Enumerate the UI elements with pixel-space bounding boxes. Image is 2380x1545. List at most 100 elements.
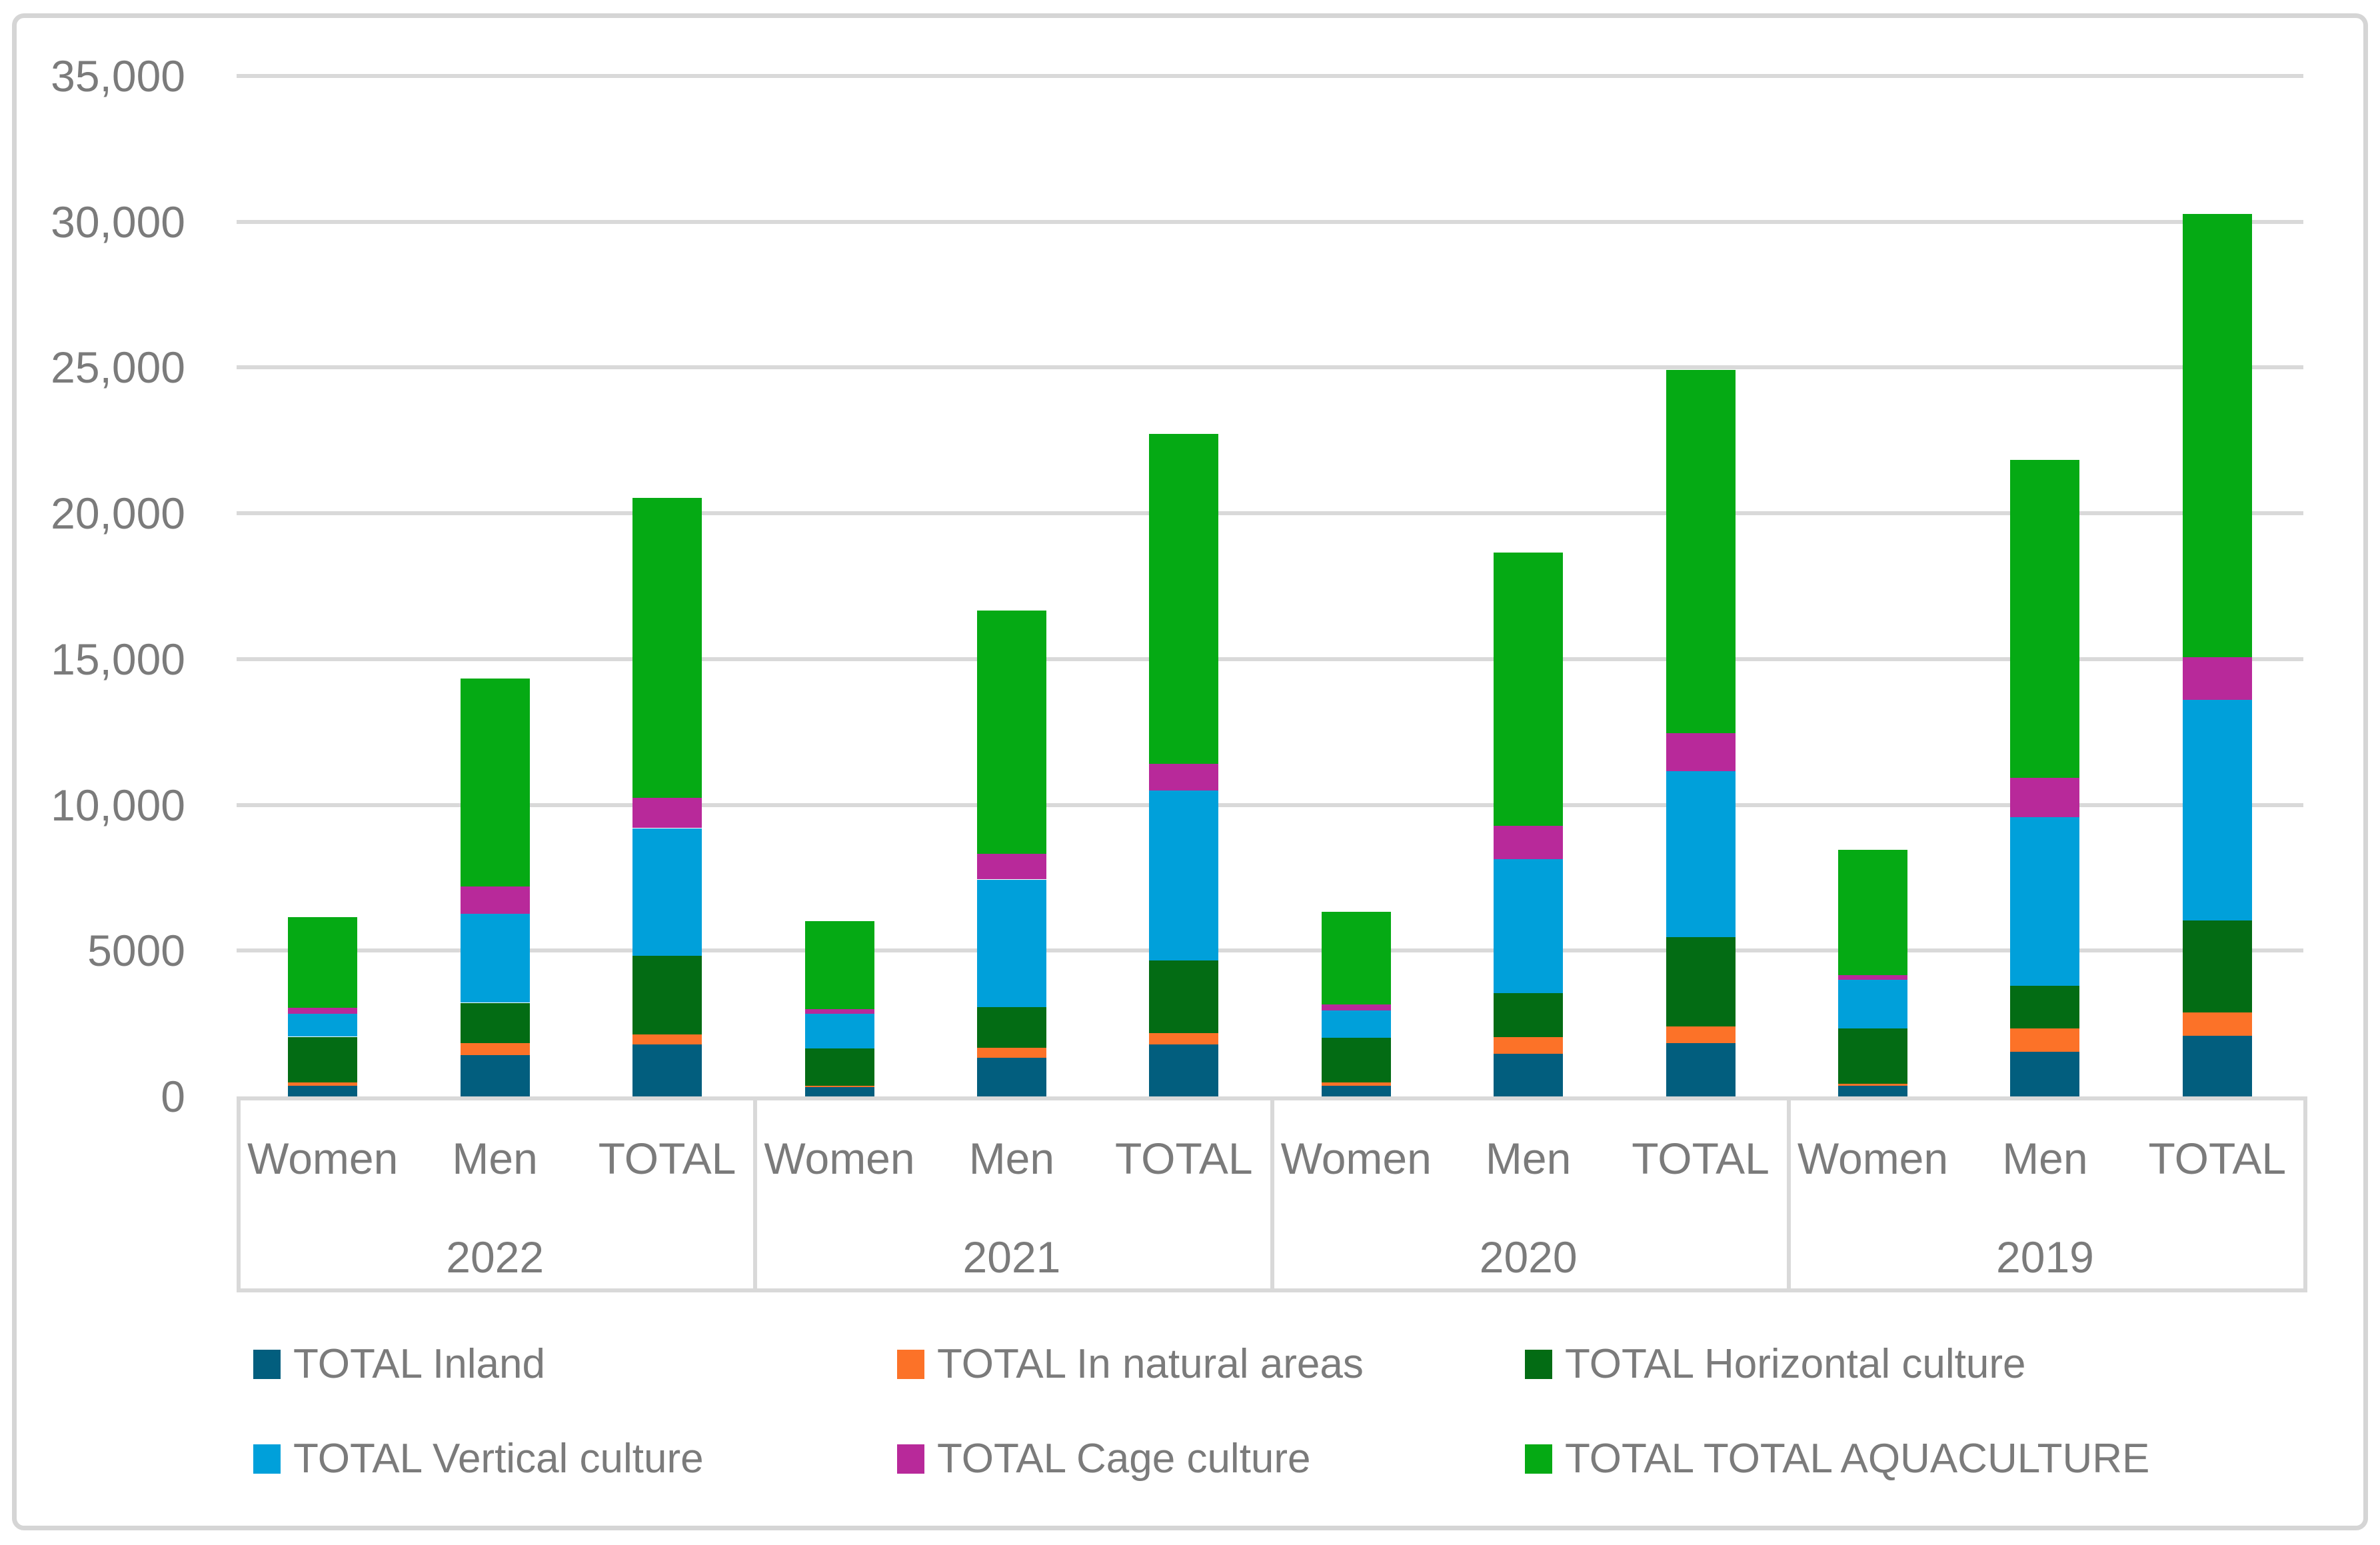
bar-segment — [1149, 764, 1219, 791]
bar-segment — [1494, 858, 1564, 993]
legend-item: TOTAL Vertical culture — [253, 1432, 704, 1486]
bar-segment — [2182, 1036, 2252, 1096]
bar-segment — [460, 1043, 530, 1055]
bar-segment — [460, 1054, 530, 1096]
bar-segment — [2010, 1051, 2080, 1096]
x-axis-group-separator — [1786, 1096, 1791, 1292]
bar-segment — [1149, 1032, 1219, 1044]
legend-item: TOTAL Cage culture — [897, 1432, 1311, 1486]
bar-segment — [804, 1048, 874, 1086]
bar-segment — [1494, 1054, 1564, 1096]
bar-segment — [804, 921, 874, 1009]
bar-segment — [1666, 1043, 1736, 1096]
bar-segment — [2182, 1012, 2252, 1036]
bar-segment — [288, 1085, 358, 1096]
bar-segment — [460, 886, 530, 914]
bar-segment — [632, 498, 702, 798]
chart-outer-border — [12, 13, 2368, 1530]
bar-segment — [1321, 911, 1391, 1004]
x-axis-group-separator — [2303, 1096, 2307, 1292]
legend-label: TOTAL Horizontal culture — [1565, 1341, 2026, 1387]
bar-segment — [1838, 975, 1907, 980]
bar-segment — [1494, 826, 1564, 859]
legend-label: TOTAL Cage culture — [937, 1436, 1311, 1482]
bar-segment — [2182, 920, 2252, 1012]
x-axis-category-label: Women — [1280, 1134, 1432, 1183]
bar-segment — [1321, 1085, 1391, 1096]
bar-segment — [632, 828, 702, 956]
gridline — [237, 802, 2303, 807]
x-axis-category-label: TOTAL — [1632, 1134, 1770, 1183]
y-axis-tick-label: 25,000 — [51, 343, 185, 393]
x-axis-category-label: Women — [1797, 1134, 1949, 1183]
legend-swatch-natural-areas — [897, 1350, 924, 1379]
y-axis-tick-label: 10,000 — [51, 780, 185, 830]
gridline — [237, 657, 2303, 661]
gridline — [237, 511, 2303, 515]
legend-item: TOTAL TOTAL AQUACULTURE — [1525, 1432, 2149, 1486]
bar-segment — [1666, 771, 1736, 937]
bar-segment — [976, 854, 1046, 880]
bar-segment — [1838, 1086, 1907, 1096]
bar-segment — [2010, 778, 2080, 818]
gridline — [237, 948, 2303, 953]
bar-segment — [1838, 1084, 1907, 1086]
bar-segment — [1838, 1028, 1907, 1084]
legend-item: TOTAL Inland — [253, 1338, 545, 1391]
bar-segment — [1494, 992, 1564, 1037]
x-axis-category-label: TOTAL — [2148, 1134, 2287, 1183]
bar-segment — [1321, 1010, 1391, 1038]
x-axis-category-label: Men — [1485, 1134, 1572, 1183]
legend-swatch-cage-culture — [897, 1444, 924, 1474]
bar-segment — [288, 917, 358, 1008]
legend-label: TOTAL Vertical culture — [293, 1436, 704, 1482]
x-axis-group-separator — [753, 1096, 758, 1292]
y-axis-tick-label: 0 — [161, 1072, 185, 1121]
x-axis-category-label: Women — [764, 1134, 915, 1183]
bar-segment — [460, 914, 530, 1003]
bar-segment — [632, 955, 702, 1035]
bar-segment — [1838, 979, 1907, 1028]
legend-item: TOTAL In natural areas — [897, 1338, 1364, 1391]
bar-segment — [976, 610, 1046, 854]
bar-segment — [2182, 700, 2252, 920]
legend-label: TOTAL In natural areas — [937, 1341, 1364, 1387]
bar-segment — [1321, 1004, 1391, 1010]
bar-segment — [1494, 1036, 1564, 1054]
bar-segment — [1149, 790, 1219, 960]
y-axis-tick-label: 35,000 — [51, 51, 185, 101]
y-axis-tick-label: 20,000 — [51, 489, 185, 538]
bar-segment — [1838, 850, 1907, 976]
x-axis-year-label: 2022 — [446, 1232, 545, 1282]
bar-segment — [2182, 657, 2252, 701]
legend-swatch-total-aquaculture — [1525, 1444, 1552, 1474]
bar-segment — [1149, 1044, 1219, 1096]
bar-segment — [1321, 1038, 1391, 1082]
bar-segment — [804, 1086, 874, 1087]
bar-segment — [804, 1009, 874, 1014]
bar-segment — [976, 1006, 1046, 1048]
y-axis-tick-label: 5000 — [87, 926, 185, 976]
bar-segment — [2010, 459, 2080, 778]
bar-segment — [1149, 433, 1219, 764]
x-axis-year-label: 2019 — [1996, 1232, 2094, 1282]
gridline — [237, 73, 2303, 78]
gridline — [237, 365, 2303, 370]
legend-swatch-inland — [253, 1350, 281, 1379]
bar-segment — [976, 1057, 1046, 1096]
bar-segment — [288, 1014, 358, 1037]
x-axis-category-label: Men — [968, 1134, 1055, 1183]
bar-segment — [1666, 369, 1736, 733]
legend-swatch-vertical-culture — [253, 1444, 281, 1474]
bar-segment — [976, 879, 1046, 1007]
bar-segment — [632, 1034, 702, 1044]
legend-label: TOTAL Inland — [293, 1341, 545, 1387]
x-axis-category-label: Women — [247, 1134, 399, 1183]
bar-segment — [1666, 936, 1736, 1026]
bar-segment — [804, 1013, 874, 1048]
bar-segment — [288, 1007, 358, 1014]
